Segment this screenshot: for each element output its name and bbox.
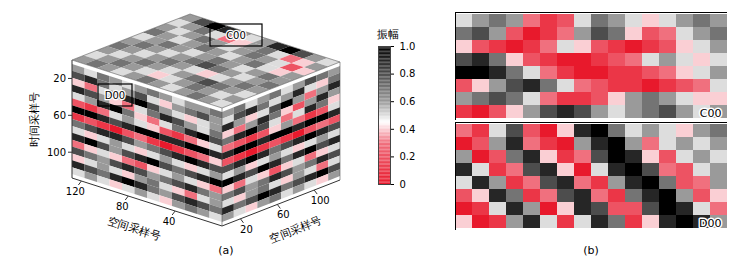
svg-text:0.4: 0.4 bbox=[400, 124, 416, 135]
svg-text:40: 40 bbox=[163, 216, 176, 227]
svg-text:(a): (a) bbox=[218, 244, 233, 257]
svg-text:60: 60 bbox=[53, 110, 66, 121]
svg-text:1.0: 1.0 bbox=[400, 41, 416, 52]
svg-text:80: 80 bbox=[116, 201, 129, 212]
svg-text:20: 20 bbox=[240, 224, 253, 235]
svg-text:空间采样号: 空间采样号 bbox=[268, 214, 324, 246]
svg-text:0: 0 bbox=[400, 179, 406, 190]
svg-text:100: 100 bbox=[47, 147, 66, 158]
svg-text:0.8: 0.8 bbox=[400, 68, 416, 79]
svg-text:D00: D00 bbox=[699, 217, 721, 230]
svg-text:120: 120 bbox=[66, 186, 85, 197]
svg-text:D00: D00 bbox=[105, 90, 125, 101]
svg-text:C00: C00 bbox=[700, 107, 722, 120]
svg-text:时间采样号: 时间采样号 bbox=[28, 92, 41, 147]
svg-text:C00: C00 bbox=[226, 30, 246, 41]
svg-text:振幅: 振幅 bbox=[377, 28, 399, 41]
svg-text:(b): (b) bbox=[583, 244, 599, 257]
svg-text:0.6: 0.6 bbox=[400, 96, 416, 107]
svg-text:空间采样号: 空间采样号 bbox=[106, 214, 162, 243]
svg-text:100: 100 bbox=[311, 195, 330, 206]
svg-text:20: 20 bbox=[53, 73, 66, 84]
svg-text:0.2: 0.2 bbox=[400, 151, 416, 162]
svg-text:60: 60 bbox=[277, 209, 290, 220]
